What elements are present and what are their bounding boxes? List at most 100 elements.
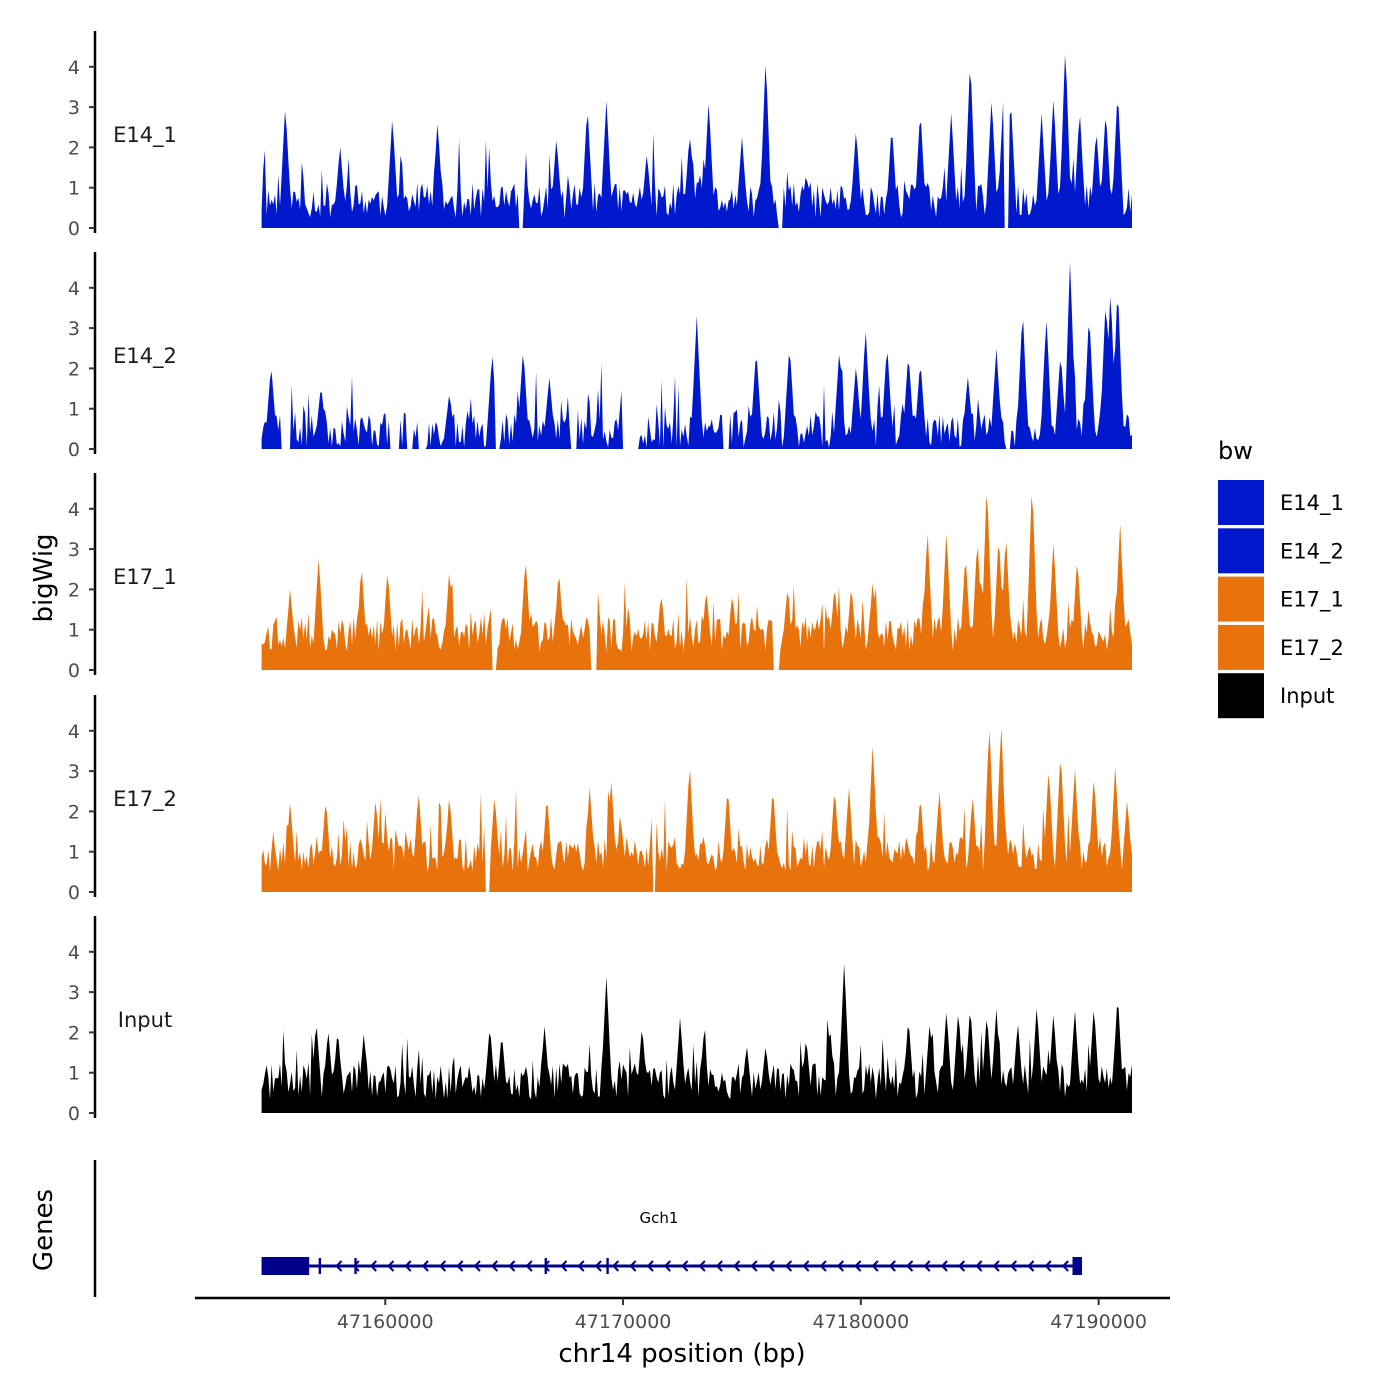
gene-model [261,1257,1083,1275]
y-tick-label: 1 [68,1063,80,1085]
track-label: Input [118,1008,172,1032]
legend-title: bw [1218,437,1253,465]
y-tick-label: 1 [68,620,80,642]
track-label: E14_2 [113,344,177,369]
track-label: E17_2 [113,787,177,812]
strand-arrow [836,1260,845,1272]
strand-arrow [698,1260,706,1272]
strand-arrow [508,1260,516,1272]
genes-panel: Genes Gch1 [29,1160,1083,1297]
gene-exon [261,1257,310,1275]
tracks-layer: 0 1 2 3 4 E14_1 0 1 2 3 4 E14_2 0 1 2 3 4 E17_1 0 1 2 3 4 E17_2… [68,31,1133,1125]
y-tick-label: 0 [68,218,80,240]
signal-area-E17_1 [261,495,1133,670]
strand-arrow [854,1260,862,1272]
strand-arrow [906,1260,914,1272]
y-tick-label: 4 [68,721,80,743]
strand-arrow [957,1260,966,1272]
strand-arrow [404,1260,412,1272]
legend-label: E14_2 [1280,539,1344,564]
legend: bw E14_1 E14_2 E17_1 E17_2 Input [1218,437,1344,719]
strand-arrow [542,1260,550,1272]
strand-arrow [663,1260,672,1272]
strand-arrow [438,1260,447,1272]
y-tick-label: 3 [68,318,80,340]
x-tick-label: 47160000 [337,1311,434,1333]
track-label: E17_1 [113,565,177,590]
gene-exon [606,1258,609,1274]
gene-exon [1072,1257,1083,1275]
y-tick-label: 3 [68,539,80,561]
track-E17_2: 0 1 2 3 4 E17_2 [68,695,1133,904]
strand-arrow [871,1260,879,1272]
legend-key-E17_2 [1218,624,1264,670]
strand-arrow [387,1260,395,1272]
gene-exon [318,1258,322,1274]
strand-arrow [1009,1260,1018,1272]
y-tick-label: 4 [68,278,80,300]
y-axis-title: bigWig [29,533,59,622]
y-tick-label: 4 [68,499,80,521]
y-tick-label: 4 [68,942,80,964]
y-tick-label: 2 [68,579,80,601]
legend-label: E17_1 [1280,588,1344,613]
strand-arrow [888,1260,896,1272]
strand-arrow [733,1260,741,1272]
legend-label: E17_2 [1280,636,1344,661]
genes-panel-label: Genes [29,1189,59,1271]
legend-items: E14_1 E14_2 E17_1 E17_2 Input [1218,480,1344,719]
legend-label: E14_1 [1280,491,1344,516]
legend-label: Input [1280,684,1334,708]
strand-arrow [646,1260,654,1272]
gene-exon [544,1258,547,1274]
gene-exon [354,1258,357,1274]
legend-key-Input [1218,673,1264,719]
strand-arrow [352,1260,360,1272]
track-Input: 0 1 2 3 4 Input [68,916,1133,1125]
y-tick-label: 1 [68,842,80,864]
signal-area-E14_2 [261,262,1133,449]
y-tick-label: 0 [68,882,80,904]
y-tick-label: 3 [68,761,80,783]
strand-arrow [560,1260,568,1272]
gene-name-label: Gch1 [640,1209,679,1227]
y-tick-label: 3 [68,982,80,1004]
strand-arrow [629,1260,637,1272]
strand-arrow [369,1260,377,1272]
y-tick-label: 2 [68,1022,80,1044]
strand-arrow [681,1260,689,1272]
y-tick-label: 4 [68,57,80,79]
track-E17_1: 0 1 2 3 4 E17_1 [68,473,1133,682]
y-tick-label: 2 [68,358,80,380]
x-tick-label: 47180000 [812,1311,909,1333]
strand-arrow [577,1260,585,1272]
strand-arrow [611,1260,620,1272]
x-ticks: 47160000 47170000 47180000 47190000 [337,1298,1147,1333]
signal-area-E14_1 [261,54,1133,228]
strand-arrow [767,1260,775,1272]
y-tick-label: 2 [68,137,80,159]
x-axis: 47160000 47170000 47180000 47190000 chr14 p… [195,1296,1170,1369]
x-axis-title: chr14 position (bp) [558,1339,805,1369]
x-tick-label: 47170000 [575,1311,672,1333]
y-tick-label: 1 [68,178,80,200]
strand-arrow [940,1260,948,1272]
strand-arrow [456,1260,464,1272]
track-E14_2: 0 1 2 3 4 E14_2 [68,252,1133,461]
strand-arrow [750,1260,758,1272]
strand-arrow [473,1260,481,1272]
strand-arrow [525,1260,533,1272]
strand-arrow [802,1260,810,1272]
strand-arrow [992,1260,1000,1272]
strand-arrow [923,1260,931,1272]
strand-arrow [975,1260,983,1272]
signal-area-Input [261,963,1133,1113]
y-tick-label: 0 [68,439,80,461]
strand-arrow [335,1260,343,1272]
legend-key-E17_1 [1218,576,1264,622]
y-tick-label: 2 [68,801,80,823]
strand-arrow [1027,1260,1035,1272]
y-tick-label: 0 [68,1103,80,1125]
strand-arrow [421,1260,429,1272]
